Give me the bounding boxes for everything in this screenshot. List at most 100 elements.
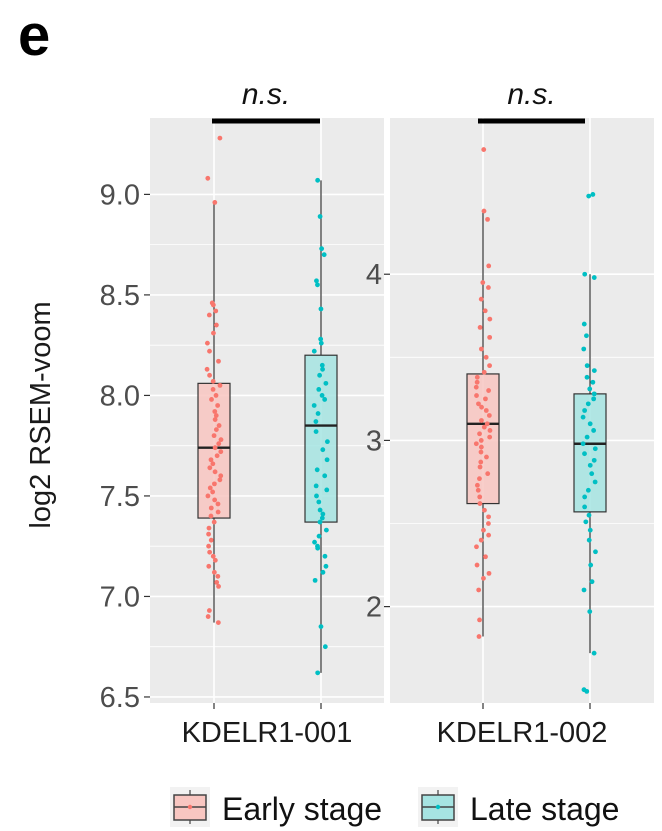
data-point: [592, 651, 597, 656]
data-point: [479, 297, 484, 302]
data-point: [322, 473, 327, 478]
data-point: [477, 431, 482, 436]
data-point: [214, 323, 219, 328]
significance-label: n.s.: [507, 78, 555, 111]
data-point: [482, 425, 487, 430]
data-point: [479, 538, 484, 543]
y-tick-label: 4: [366, 259, 382, 291]
data-point: [488, 428, 493, 433]
data-point: [207, 608, 212, 613]
data-point: [482, 209, 487, 214]
data-point: [207, 465, 212, 470]
data-point: [582, 495, 587, 500]
data-point: [588, 463, 593, 468]
data-point: [587, 538, 592, 543]
data-point: [479, 450, 484, 455]
data-point: [316, 387, 321, 392]
data-point: [212, 520, 217, 525]
chart-panel-kdelr1-002: 2 3 4 KDELR1-002 n.s.: [366, 78, 654, 749]
data-point: [474, 393, 479, 398]
data-point: [586, 401, 591, 406]
data-point: [216, 620, 221, 625]
y-tick-label: 9.0: [100, 179, 140, 211]
data-point: [209, 397, 214, 402]
data-point: [474, 385, 479, 390]
data-point: [208, 485, 213, 490]
data-point: [211, 303, 216, 308]
data-point: [478, 325, 483, 330]
data-point: [213, 469, 218, 474]
data-point: [486, 514, 491, 519]
data-point: [487, 413, 492, 418]
data-point: [320, 393, 325, 398]
y-tick-label: 7.0: [100, 581, 140, 613]
data-point: [325, 439, 330, 444]
data-point: [483, 396, 488, 401]
significance-label: n.s.: [242, 78, 290, 111]
data-point: [324, 488, 329, 493]
data-point: [211, 387, 216, 392]
data-point: [486, 533, 491, 538]
data-point: [486, 264, 491, 269]
data-point: [583, 519, 588, 524]
y-tick-label: 7.5: [100, 481, 140, 513]
data-point: [585, 435, 590, 440]
data-point: [214, 427, 219, 432]
data-point: [322, 397, 327, 402]
data-point: [218, 383, 223, 388]
data-point: [205, 176, 210, 181]
data-point: [316, 500, 321, 505]
data-point: [314, 278, 319, 283]
data-point: [586, 194, 591, 199]
data-point: [481, 576, 486, 581]
y-tick-label: 8.0: [100, 380, 140, 412]
data-point: [212, 498, 217, 503]
data-point: [592, 458, 597, 463]
data-point: [319, 246, 324, 251]
y-tick-label: 3: [366, 425, 382, 457]
data-point: [314, 494, 319, 499]
data-point: [476, 488, 481, 493]
data-point: [581, 347, 586, 352]
data-point: [218, 473, 223, 478]
data-point: [486, 285, 491, 290]
data-point: [588, 528, 593, 533]
category-label: KDELR1-002: [437, 717, 608, 749]
data-point: [486, 521, 491, 526]
y-tick-label: 2: [366, 592, 382, 624]
data-point: [216, 502, 221, 507]
data-point: [475, 375, 480, 380]
data-point: [212, 481, 217, 486]
data-point: [210, 490, 215, 495]
data-point: [211, 379, 216, 384]
data-point: [480, 280, 485, 285]
data-point: [209, 514, 214, 519]
data-point: [591, 396, 596, 401]
data-point: [487, 363, 492, 368]
data-point: [581, 415, 586, 420]
data-point: [320, 516, 325, 521]
data-point: [588, 421, 593, 426]
data-point: [319, 307, 324, 312]
data-point: [209, 538, 214, 543]
data-point: [207, 349, 212, 354]
data-point: [213, 417, 218, 422]
data-point: [588, 563, 593, 568]
data-point: [316, 411, 321, 416]
data-point: [315, 178, 320, 183]
data-point: [476, 588, 481, 593]
box-iqr: [467, 374, 499, 504]
y-tick-label: 6.5: [100, 682, 140, 714]
data-point: [485, 217, 490, 222]
data-point: [213, 445, 218, 450]
data-point: [314, 429, 319, 434]
data-point: [315, 282, 320, 287]
data-point: [587, 386, 592, 391]
data-point: [324, 564, 329, 569]
data-point: [315, 546, 320, 551]
data-point: [486, 388, 491, 393]
data-point: [478, 465, 483, 470]
data-point: [591, 428, 596, 433]
data-point: [212, 570, 217, 575]
